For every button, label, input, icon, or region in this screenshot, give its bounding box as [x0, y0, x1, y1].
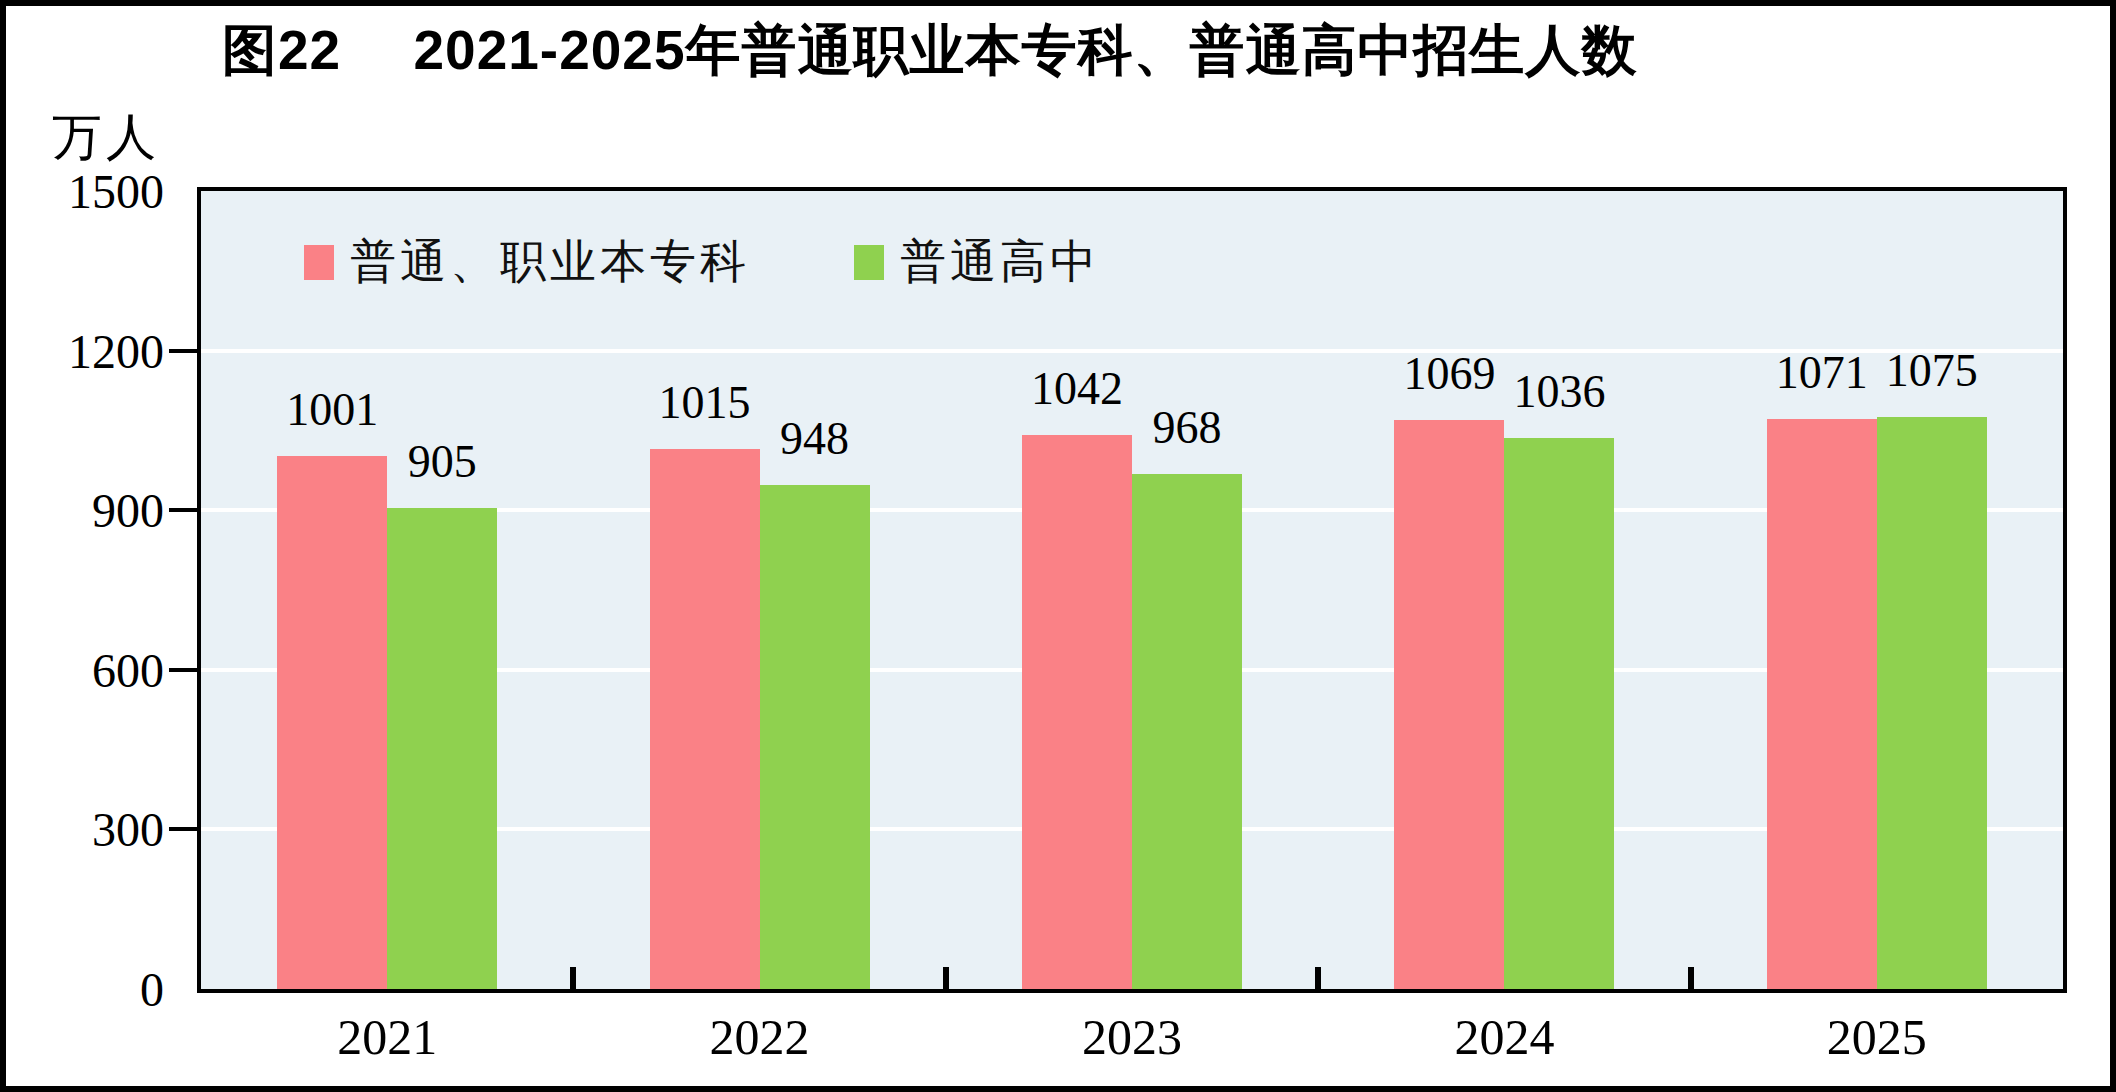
- bar-value-label: 948: [705, 412, 925, 465]
- x-tick-label-2024: 2024: [1394, 1008, 1614, 1066]
- bar-2025-series2: [1877, 417, 1987, 989]
- x-tick-mark: [943, 967, 949, 989]
- bar-value-label: 1075: [1822, 344, 2042, 397]
- legend-item-gaozhong: 普通高中: [854, 231, 1100, 293]
- y-tick-label: 600: [34, 642, 164, 697]
- x-tick-label-2023: 2023: [1022, 1008, 1242, 1066]
- y-tick-label: 900: [34, 483, 164, 538]
- bar-2021-series2: [387, 508, 497, 989]
- y-tick-mark: [169, 668, 201, 672]
- bar-2025-series1: [1767, 419, 1877, 989]
- bar-value-label: 1036: [1449, 365, 1669, 418]
- y-tick-mark: [169, 827, 201, 831]
- bar-2021-series1: [277, 456, 387, 989]
- x-tick-label-2025: 2025: [1767, 1008, 1987, 1066]
- plot-area: 普通、职业本专科 普通高中 10019051015948104296810691…: [197, 187, 2067, 993]
- x-tick-mark: [1688, 967, 1694, 989]
- bar-2022-series2: [760, 485, 870, 989]
- bar-2024-series1: [1394, 420, 1504, 989]
- legend-label: 普通、职业本专科: [350, 231, 750, 293]
- chart-title: 图22 2021-2025年普通职业本专科、普通高中招生人数: [222, 14, 1637, 88]
- bar-2023-series2: [1132, 474, 1242, 989]
- chart-canvas: 图22 2021-2025年普通职业本专科、普通高中招生人数 万人 普通、职业本…: [0, 0, 2116, 1092]
- x-tick-label-2022: 2022: [650, 1008, 870, 1066]
- y-tick-mark: [169, 349, 201, 353]
- legend-swatch-pink: [304, 245, 334, 280]
- y-tick-label: 0: [34, 962, 164, 1017]
- x-axis-labels: 2021 2022 2023 2024 2025: [201, 1008, 2063, 1068]
- y-axis-unit-label: 万人: [52, 104, 160, 171]
- bar-value-label: 1001: [222, 383, 442, 436]
- x-tick-mark: [570, 967, 576, 989]
- bar-2024-series2: [1504, 438, 1614, 989]
- y-tick-mark: [169, 508, 201, 512]
- bar-2022-series1: [650, 449, 760, 989]
- x-tick-mark: [1315, 967, 1321, 989]
- bar-2023-series1: [1022, 435, 1132, 989]
- bar-value-label: 905: [332, 435, 552, 488]
- bar-value-label: 968: [1077, 401, 1297, 454]
- x-tick-label-2021: 2021: [277, 1008, 497, 1066]
- legend-label: 普通高中: [900, 231, 1100, 293]
- y-tick-label: 1500: [34, 164, 164, 219]
- y-tick-label: 1200: [34, 323, 164, 378]
- legend-swatch-green: [854, 245, 884, 280]
- legend-item-benzhuanke: 普通、职业本专科: [304, 231, 750, 293]
- y-tick-label: 300: [34, 802, 164, 857]
